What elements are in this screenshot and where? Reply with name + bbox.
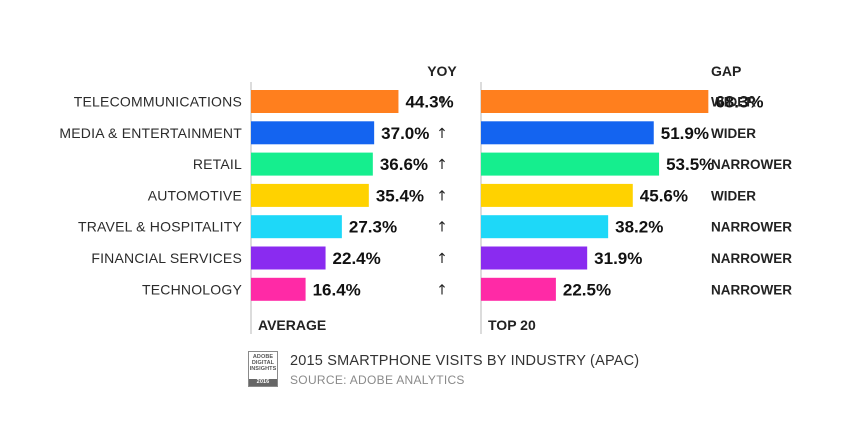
bar-top20	[481, 90, 709, 113]
bar-top20	[481, 152, 660, 176]
value-label-top20: 31.9%	[594, 249, 642, 268]
bar-top20	[481, 183, 633, 207]
gap-label: NARROWER	[711, 282, 792, 297]
badge-line-3: INSIGHTS	[249, 366, 277, 372]
yoy-up-arrow-icon: ↑	[436, 251, 448, 267]
top20-axis-label: TOP 20	[488, 317, 536, 333]
bar-average	[251, 215, 342, 239]
badge-year: 2016	[249, 379, 277, 386]
bar-average	[251, 90, 399, 113]
value-label-top20: 53.5%	[666, 155, 714, 174]
value-label-average: 22.4%	[333, 249, 381, 268]
chart-title: 2015 SMARTPHONE VISITS BY INDUSTRY (APAC…	[290, 353, 640, 369]
value-label-top20: 22.5%	[563, 280, 611, 299]
yoy-up-arrow-icon: ↑	[436, 188, 448, 204]
value-label-top20: 68.3%	[715, 93, 763, 112]
value-label-top20: 38.2%	[615, 218, 663, 237]
gap-label: WIDER	[711, 188, 756, 203]
gap-label: NARROWER	[711, 157, 792, 172]
category-label: TRAVEL & HOSPITALITY	[78, 219, 242, 235]
bar-top20	[481, 246, 588, 270]
gap-label: WIDER	[711, 95, 756, 110]
yoy-up-arrow-icon: ↑	[436, 95, 448, 111]
bar-top20	[481, 277, 556, 301]
category-label: TECHNOLOGY	[142, 281, 242, 297]
value-label-top20: 51.9%	[661, 124, 709, 143]
value-label-average: 35.4%	[376, 186, 424, 205]
adobe-digital-insights-badge: ADOBE DIGITAL INSIGHTS 2016	[248, 351, 278, 387]
gap-header: GAP	[711, 63, 741, 79]
yoy-up-arrow-icon: ↑	[436, 282, 448, 298]
bar-top20	[481, 215, 609, 239]
chart: YOY GAP AVERAGE TOP 20 TELECOMMUNICATIONS 44.…	[59, 63, 792, 334]
category-label: AUTOMOTIVE	[148, 187, 242, 203]
bar-top20	[481, 121, 654, 145]
value-label-average: 37.0%	[381, 124, 429, 143]
yoy-up-arrow-icon: ↑	[436, 157, 448, 173]
chart-source: SOURCE: ADOBE ANALYTICS	[290, 373, 465, 387]
bar-average	[251, 121, 375, 145]
bar-average	[251, 246, 326, 270]
category-label: TELECOMMUNICATIONS	[74, 94, 242, 110]
average-axis-label: AVERAGE	[258, 317, 326, 333]
gap-label: NARROWER	[711, 251, 792, 266]
bar-average	[251, 183, 369, 207]
bar-average	[251, 277, 306, 301]
value-label-average: 44.3%	[405, 93, 453, 112]
bar-average	[251, 152, 373, 176]
category-label: RETAIL	[193, 156, 242, 172]
gap-label: WIDER	[711, 126, 756, 141]
yoy-up-arrow-icon: ↑	[436, 220, 448, 236]
yoy-header: YOY	[427, 63, 457, 79]
value-label-average: 36.6%	[380, 155, 428, 174]
value-label-top20: 45.6%	[640, 186, 688, 205]
gap-label: NARROWER	[711, 220, 792, 235]
yoy-up-arrow-icon: ↑	[436, 126, 448, 142]
category-label: FINANCIAL SERVICES	[91, 250, 242, 266]
badge-line-1: ADOBE	[252, 354, 274, 360]
value-label-average: 27.3%	[349, 218, 397, 237]
value-label-average: 16.4%	[313, 280, 361, 299]
category-label: MEDIA & ENTERTAINMENT	[59, 125, 242, 141]
badge-line-2: DIGITAL	[251, 360, 275, 366]
